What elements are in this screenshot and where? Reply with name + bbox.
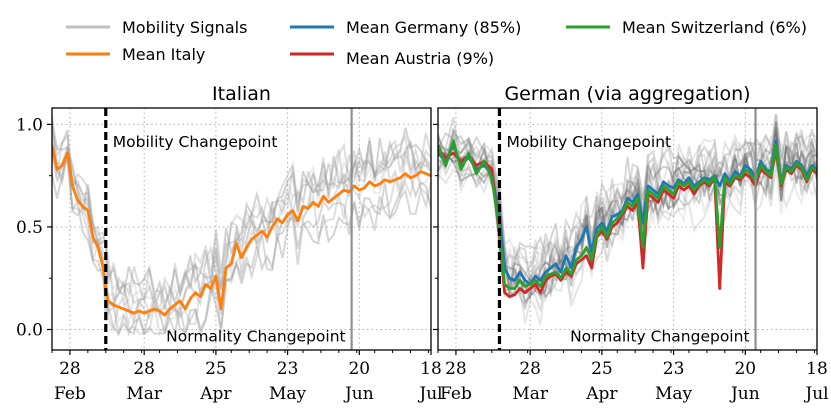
series-group — [438, 139, 817, 299]
mobility-signal-line — [438, 131, 817, 294]
series-line-mean-switzerland — [438, 139, 817, 290]
y-tick-label: 0.5 — [16, 218, 43, 238]
series-group — [52, 144, 431, 317]
series-line-mean-italy — [52, 144, 431, 317]
mobility-signal-line — [52, 138, 431, 317]
legend-item-mobility-signals: Mobility Signals — [66, 18, 247, 37]
x-tick-day-label: 20 — [348, 359, 370, 379]
y-tick-label: 1.0 — [16, 115, 43, 135]
x-tick-month-label: Jun — [729, 384, 760, 404]
mobility-changepoint-label: Mobility Changepoint — [113, 133, 278, 151]
x-tick-month-label: May — [655, 384, 693, 404]
x-tick-day-label: 18 — [420, 359, 442, 379]
x-tick-month-label: Apr — [585, 384, 618, 404]
mobility-signal-line — [438, 129, 817, 281]
mobility-signal-line — [438, 114, 817, 273]
x-tick-day-label: 25 — [205, 359, 227, 379]
legend-label: Mobility Signals — [122, 18, 247, 37]
normality-changepoint-label: Normality Changepoint — [570, 328, 749, 346]
legend-item-mean-austria: Mean Austria (9%) — [290, 49, 494, 68]
mobility-signal-line — [52, 119, 431, 306]
x-tick-month-label: Mar — [512, 384, 549, 404]
legend-label: Mean Switzerland (6%) — [622, 18, 807, 37]
mobility-signal-line — [438, 117, 817, 285]
x-tick-month-label: Mar — [126, 384, 163, 404]
mobility-signal-line — [52, 152, 431, 338]
legend: Mobility Signals Mean Italy Mean Germany… — [66, 18, 807, 68]
x-tick-day-label: 23 — [663, 359, 685, 379]
mobility-signal-line — [438, 132, 817, 281]
x-tick-day-label: 28 — [59, 359, 81, 379]
x-tick-day-label: 23 — [277, 359, 299, 379]
legend-item-mean-italy: Mean Italy — [66, 45, 205, 64]
mobility-signal-line — [52, 128, 431, 311]
legend-item-mean-germany: Mean Germany (85%) — [290, 18, 521, 37]
mobility-signal-line — [52, 114, 431, 306]
x-tick-day-label: 25 — [591, 359, 613, 379]
x-tick-day-label: 28 — [133, 359, 155, 379]
chart-panel-italian: Italian Mobility Changepoint Normality Cha… — [16, 83, 443, 404]
x-tick-day-label: 18 — [806, 359, 828, 379]
legend-item-mean-switzerland: Mean Switzerland (6%) — [566, 18, 807, 37]
x-tick-month-label: May — [269, 384, 307, 404]
x-tick-day-label: 20 — [734, 359, 756, 379]
chart-title: Italian — [212, 83, 271, 105]
x-tick-month-label: Jul — [417, 384, 442, 404]
x-tick-month-label: Feb — [54, 384, 86, 404]
mobility-signal-line — [52, 149, 431, 336]
x-tick-month-label: Feb — [440, 384, 472, 404]
x-tick-day-label: 28 — [519, 359, 541, 379]
x-tick-day-label: 28 — [445, 359, 467, 379]
axes-frame — [51, 107, 432, 351]
legend-label: Mean Italy — [122, 45, 205, 64]
legend-label: Mean Austria (9%) — [346, 49, 494, 68]
mobility-signal-line — [52, 128, 431, 314]
mobility-signal-line — [438, 126, 817, 301]
chart-title: German (via aggregation) — [504, 83, 750, 105]
normality-changepoint-label: Normality Changepoint — [166, 328, 345, 346]
mobility-signal-line — [438, 136, 817, 299]
mobility-changepoint-label: Mobility Changepoint — [506, 133, 671, 151]
mobility-signal-line — [52, 146, 431, 326]
x-tick-month-label: Jun — [343, 384, 374, 404]
x-tick-month-label: Jul — [803, 384, 828, 404]
chart-panel-german: German (via aggregation) Mobility Changep… — [433, 83, 829, 404]
legend-label: Mean Germany (85%) — [346, 18, 521, 37]
axes-frame — [437, 107, 818, 351]
x-tick-month-label: Apr — [199, 384, 232, 404]
mobility-signal-line — [438, 142, 817, 295]
y-tick-label: 0.0 — [16, 320, 43, 340]
